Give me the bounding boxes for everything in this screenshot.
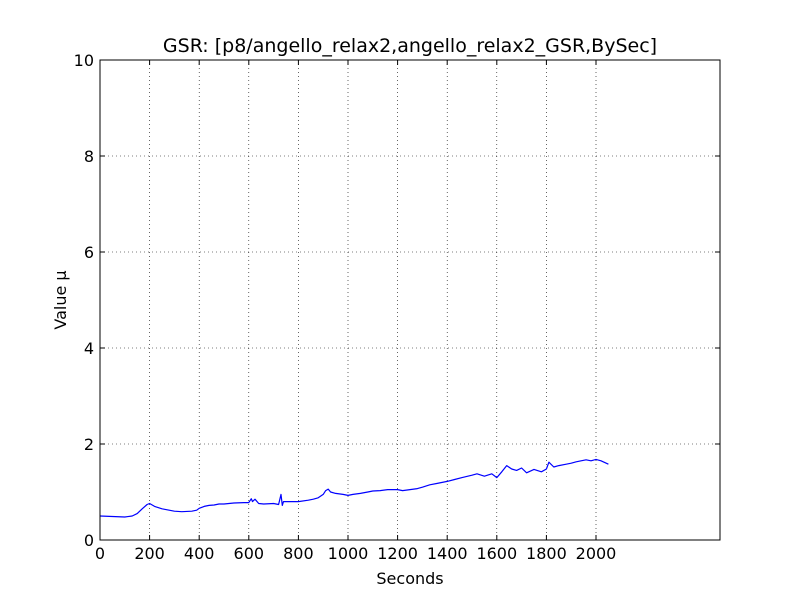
x-tick-label: 0 — [95, 544, 105, 563]
x-tick-label: 600 — [234, 544, 265, 563]
x-tick-label: 2000 — [576, 544, 617, 563]
x-tick-label: 1600 — [476, 544, 517, 563]
tick-layer: 0 200 400 600 800 1000 1200 1400 1600 1800 2000 0 2 4… — [74, 51, 720, 563]
series-layer — [99, 458, 609, 518]
x-tick-label: 200 — [134, 544, 165, 563]
x-tick-label: 400 — [184, 544, 215, 563]
x-axis-label: Seconds — [376, 569, 443, 588]
y-tick-label: 2 — [84, 435, 94, 454]
y-tick-label: 0 — [84, 531, 94, 550]
series-line — [99, 458, 609, 518]
x-tick-label: 1200 — [377, 544, 418, 563]
x-tick-label: 800 — [283, 544, 314, 563]
plot-frame — [99, 59, 721, 541]
y-tick-label: 8 — [84, 147, 94, 166]
chart-title: GSR: [p8/angello_relax2,angello_relax2_G… — [163, 35, 657, 57]
x-tick-label: 1400 — [427, 544, 468, 563]
y-axis-label: Value µ — [51, 270, 70, 329]
x-tick-label: 1000 — [328, 544, 369, 563]
x-tick-label: 1800 — [526, 544, 567, 563]
y-tick-label: 4 — [84, 339, 94, 358]
y-tick-label: 6 — [84, 243, 94, 262]
y-tick-label: 10 — [74, 51, 94, 70]
